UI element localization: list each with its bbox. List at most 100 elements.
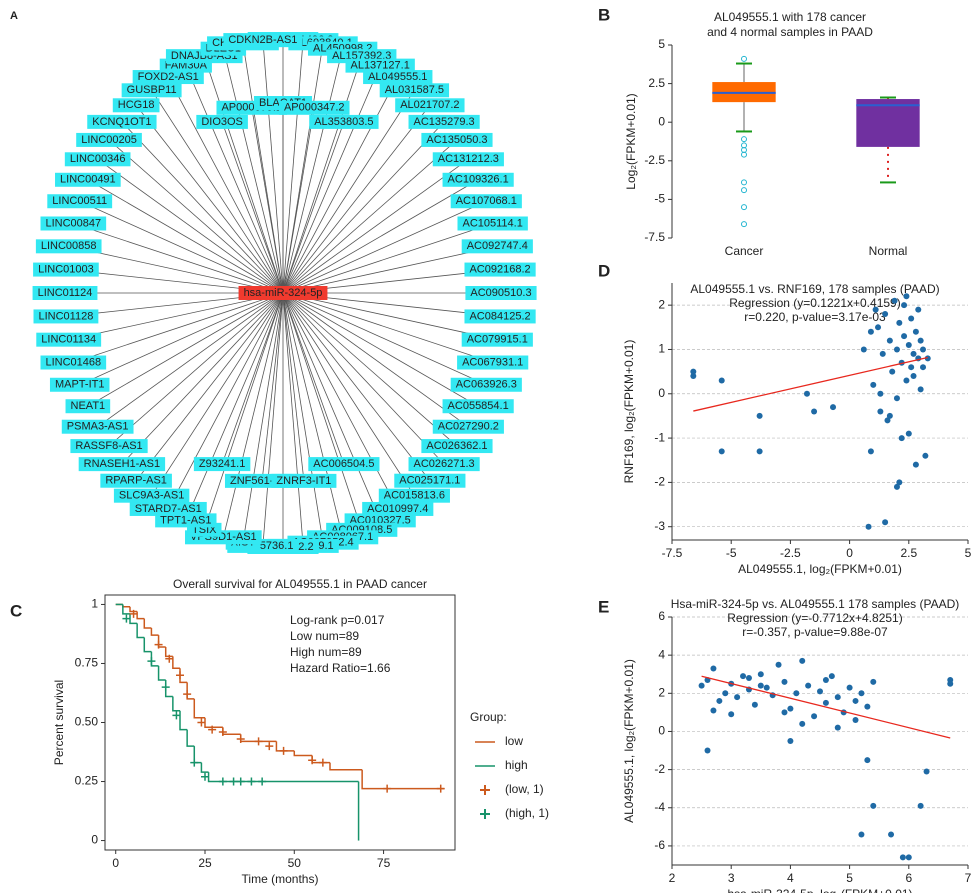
node-label: AC090510.3 — [470, 287, 531, 299]
point — [718, 448, 725, 455]
point — [775, 661, 782, 668]
node-label: AC063926.3 — [456, 379, 517, 391]
point — [734, 694, 741, 701]
edge — [282, 292, 469, 428]
point — [888, 831, 895, 838]
node-label-box — [193, 457, 251, 472]
edge — [282, 292, 498, 341]
point — [898, 435, 905, 442]
survival-step — [186, 682, 195, 700]
point — [763, 684, 770, 691]
censor-mark — [218, 777, 227, 786]
node-label: AC026271.3 — [414, 458, 475, 470]
point — [875, 324, 882, 331]
x-tick-label: 7 — [965, 871, 972, 885]
point — [924, 355, 931, 362]
point — [834, 724, 841, 731]
survival-step — [329, 762, 363, 771]
edge — [221, 121, 284, 294]
censor-mark — [247, 777, 256, 786]
edge — [282, 139, 458, 294]
survival-step — [143, 637, 152, 653]
outlier — [741, 187, 747, 194]
x-tick-label: 5 — [846, 871, 853, 885]
legend-label: low — [505, 734, 523, 748]
plot-frame — [104, 594, 456, 851]
x-axis-label: hsa-miR-324-5p, log₂(FPKM+0.01) — [727, 887, 912, 893]
edge — [282, 179, 479, 294]
node-label-box — [61, 419, 134, 434]
node-label-box — [450, 377, 522, 392]
chart-title: and 4 normal samples in PAAD — [707, 25, 873, 39]
edge — [282, 107, 315, 294]
node-label: AL031587.5 — [385, 84, 444, 96]
node-label: GUSBP11 — [127, 84, 177, 96]
node-label: Z93241.1 — [199, 458, 245, 470]
point — [912, 328, 919, 335]
survival-step — [136, 623, 145, 639]
edge — [135, 105, 284, 294]
node-label: DIO3OS — [201, 116, 243, 128]
node-label-box — [78, 457, 166, 472]
point — [858, 831, 865, 838]
regression-line — [693, 356, 928, 412]
point — [891, 297, 898, 304]
node-label-box — [223, 33, 303, 48]
node-label-box — [394, 473, 466, 488]
node-label: AC067931.1 — [462, 356, 523, 368]
edge — [282, 158, 469, 294]
chart-title: AL049555.1 vs. RNF169, 178 samples (PAAD… — [690, 282, 939, 296]
y-tick-label: 0.50 — [75, 715, 99, 729]
point — [757, 671, 764, 678]
point — [722, 690, 729, 697]
survival-step — [172, 656, 180, 669]
survival-step — [207, 772, 359, 783]
point — [910, 373, 917, 380]
point — [756, 448, 763, 455]
point — [781, 678, 788, 685]
node-label: RASSF8-AS1 — [75, 440, 142, 452]
edge — [282, 121, 345, 294]
censor-mark — [308, 756, 317, 765]
survival-step — [122, 604, 130, 608]
point — [877, 408, 884, 415]
node-label: LINC00205 — [81, 134, 137, 146]
point — [870, 381, 877, 388]
x-tick-label: 6 — [905, 871, 912, 885]
node-label-box — [278, 100, 350, 115]
y-tick-label: -2 — [654, 475, 665, 489]
legend-title: Group: — [470, 710, 507, 724]
point — [905, 854, 912, 861]
node-label: LINC01128 — [39, 310, 94, 322]
point — [905, 342, 912, 349]
point — [903, 293, 910, 300]
x-tick-label: 4 — [787, 871, 794, 885]
node-label-box — [421, 439, 493, 454]
node-label: AC010997.4 — [367, 503, 428, 515]
point — [799, 657, 806, 664]
edge — [282, 292, 324, 543]
center-node: hsa-miR-324-5p — [244, 287, 323, 299]
censor-mark — [201, 772, 209, 781]
point — [882, 311, 889, 318]
node-label-box — [35, 239, 102, 254]
annotation: r=-0.357, p-value=9.88e-07 — [742, 625, 888, 639]
point — [901, 333, 908, 340]
point — [690, 368, 697, 375]
panel-label: B — [598, 5, 610, 24]
node-label-box — [87, 114, 157, 129]
y-tick-label: 4 — [658, 647, 665, 661]
node-label-box — [113, 488, 190, 503]
node-label-box — [465, 286, 537, 300]
node-label: LINC01134 — [41, 334, 96, 346]
censor-mark — [161, 683, 170, 692]
y-tick-label: -3 — [654, 519, 665, 533]
censor-mark — [165, 654, 174, 663]
point — [864, 703, 871, 710]
node-label: AC025171.1 — [399, 475, 460, 487]
edge — [282, 292, 415, 496]
point — [882, 519, 889, 526]
point — [828, 673, 835, 680]
survival-step — [222, 727, 241, 736]
node-label-box — [363, 70, 433, 85]
